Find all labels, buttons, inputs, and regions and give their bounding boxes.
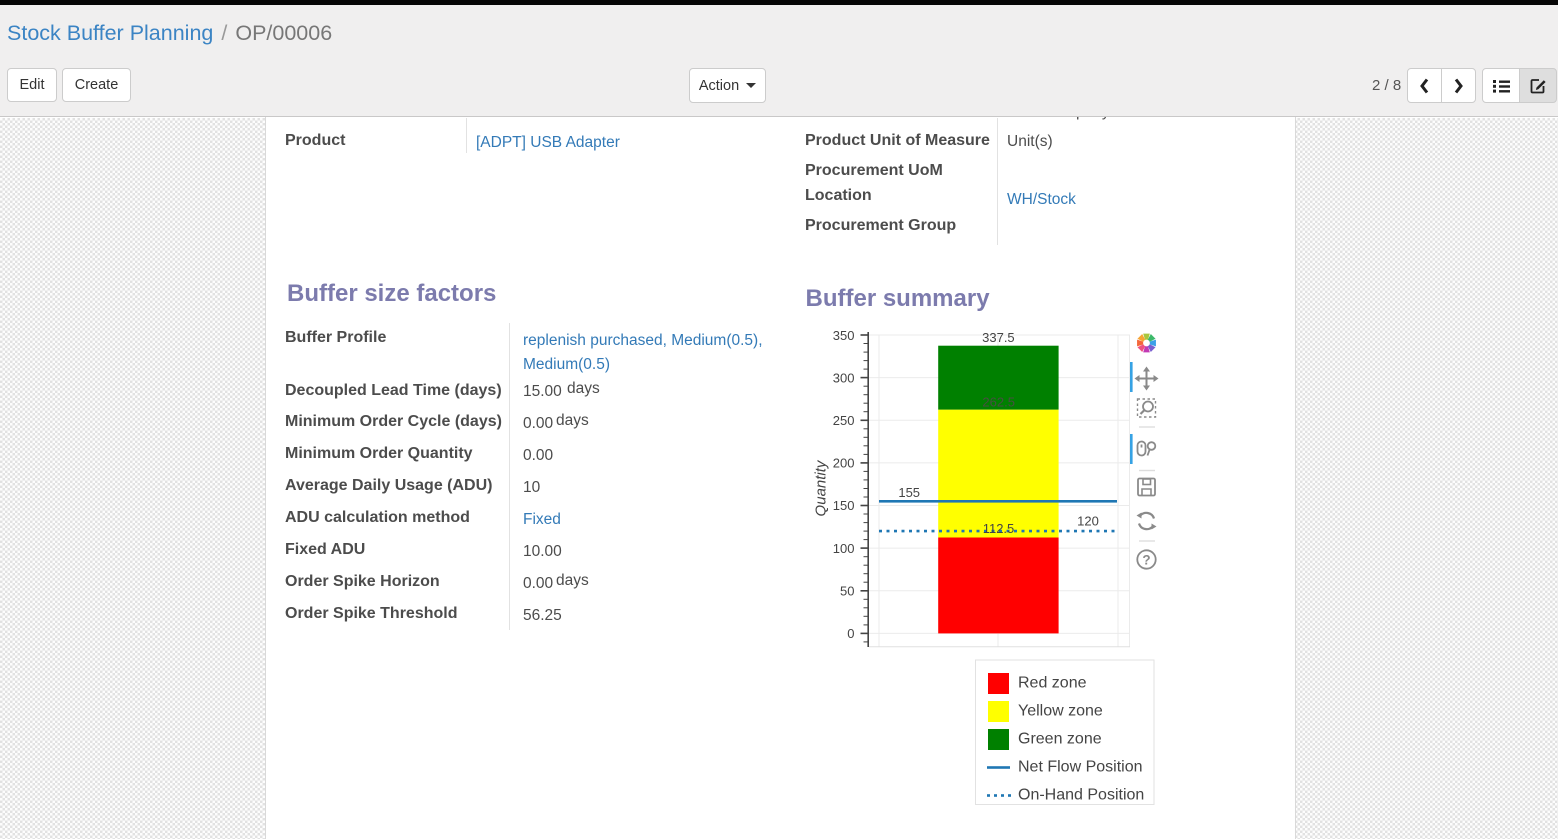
svg-text:50: 50 — [840, 584, 854, 599]
svg-text:100: 100 — [833, 541, 855, 556]
svg-text:262.5: 262.5 — [982, 394, 1015, 409]
svg-text:300: 300 — [833, 370, 855, 385]
svg-text:Yellow zone: Yellow zone — [1018, 702, 1103, 719]
svg-text:Red zone: Red zone — [1018, 674, 1087, 691]
svg-text:337.5: 337.5 — [982, 330, 1015, 345]
svg-text:On-Hand Position: On-Hand Position — [1018, 786, 1144, 803]
svg-text:250: 250 — [833, 413, 855, 428]
svg-text:Net Flow Position: Net Flow Position — [1018, 758, 1143, 775]
svg-text:112.5: 112.5 — [983, 521, 1015, 536]
svg-text:200: 200 — [833, 456, 855, 471]
svg-text:155: 155 — [898, 485, 920, 500]
svg-text:150: 150 — [833, 498, 855, 513]
svg-text:0: 0 — [847, 626, 854, 641]
svg-text:Quantity: Quantity — [813, 459, 830, 516]
svg-text:120: 120 — [1077, 514, 1099, 529]
svg-text:Green zone: Green zone — [1018, 730, 1102, 747]
svg-text:350: 350 — [833, 328, 855, 343]
svg-text:?: ? — [1142, 553, 1150, 568]
